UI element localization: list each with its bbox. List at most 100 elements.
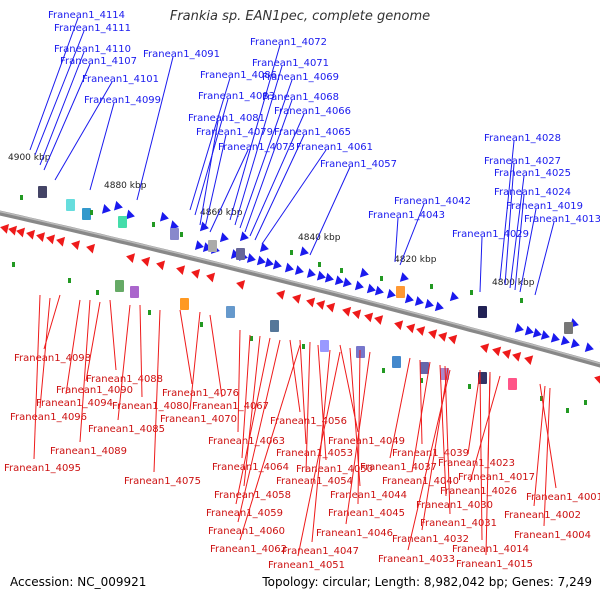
reverse-gene-arrow [0,223,10,234]
gene-label: Franean1_4096 [10,412,87,423]
reverse-gene-arrow [502,349,512,359]
gene-label: Franean1_4114 [48,10,125,21]
tick-mark [340,268,343,273]
gene-label: Franean1_4019 [506,201,583,212]
forward-gene-arrow [434,301,444,312]
reverse-gene-arrow [326,302,336,313]
tick-mark [468,384,471,389]
gene-leader-line [229,44,281,221]
forward-gene-arrow [264,257,274,268]
forward-gene-arrow [570,338,580,349]
gene-leader-line [399,203,425,266]
feature-block [115,280,124,292]
reverse-gene-arrow [364,312,374,323]
reverse-gene-arrow [428,329,438,340]
gene-leader-line [289,339,301,413]
reverse-gene-arrow [438,332,448,342]
reverse-gene-arrow [406,323,416,334]
gene-leader-line [299,339,307,445]
feature-block [270,320,279,332]
map-title: Frankia sp. EAN1pec, complete genome [169,9,431,24]
gene-label: Franean1_4030 [416,500,493,511]
gene-leader-line [509,175,525,289]
gene-leader-line [504,163,515,286]
tick-mark [318,262,321,267]
gene-label: Franean1_4067 [192,401,269,412]
gene-label: Franean1_4094 [36,398,113,409]
forward-gene-arrow [125,209,135,220]
feature-block [396,286,405,298]
gene-label: Franean1_4037 [360,462,437,473]
tick-mark [68,278,71,283]
forward-gene-arrow [374,285,384,296]
forward-gene-arrow [354,280,364,291]
tick-mark [520,298,523,303]
gene-label: Franean1_4045 [328,508,405,519]
forward-gene-arrow [386,288,396,299]
gene-label: Franean1_4057 [320,159,397,170]
reverse-gene-arrow [292,294,302,304]
forward-gene-arrow [584,342,594,352]
gene-leader-line [419,359,423,445]
reverse-gene-arrow [191,268,201,279]
gene-leader-line [153,309,161,473]
gene-label: Franean1_4053 [276,448,353,459]
reverse-gene-arrow [46,234,56,245]
gene-leader-line [479,236,483,293]
feature-block [170,228,179,240]
tick-mark [250,336,253,341]
gene-leader-line [89,102,115,191]
gene-leader-line [389,357,411,459]
tick-mark [430,284,433,289]
gene-leader-line [199,120,219,226]
gene-leader-line [65,299,81,395]
reverse-gene-arrow [512,352,522,362]
gene-leader-line [394,217,399,263]
reverse-gene-arrow [448,334,458,345]
gene-leader-line [43,63,91,171]
gene-leader-line [235,337,271,505]
gene-label: Franean1_4083 [198,91,275,102]
feature-block [478,306,487,318]
feature-block [392,356,401,368]
forward-gene-arrow [239,231,249,242]
reverse-gene-arrow [306,297,316,308]
reverse-gene-arrow [342,306,352,317]
tick-mark [566,408,569,413]
gene-label: Franean1_4070 [160,414,237,425]
gene-leader-line [317,344,327,461]
gene-label: Franean1_4072 [250,37,327,48]
gene-leader-line [514,194,525,291]
gene-label: Franean1_4027 [484,156,561,167]
gene-label: Franean1_4068 [262,92,339,103]
gene-label: Franean1_4061 [296,142,373,153]
reverse-gene-arrow [56,236,66,247]
reverse-gene-arrow [86,243,96,254]
gene-label: Franean1_4032 [392,534,469,545]
tick-mark [12,262,15,267]
feature-block [564,322,573,334]
gene-label: Franean1_4044 [330,490,407,501]
gene-leader-line [444,365,451,515]
tick-mark [20,195,23,200]
reverse-gene-arrow [8,225,18,236]
reverse-gene-arrow [352,309,362,320]
gene-leader-line [39,297,51,409]
gene-label: Franean1_4081 [188,113,265,124]
gene-label: Franean1_4013 [524,214,600,225]
reverse-gene-arrow [394,320,404,331]
reverse-gene-arrow [594,374,600,385]
gene-label: Franean1_4047 [282,546,359,557]
gene-label: Franean1_4091 [143,49,220,60]
reverse-gene-arrow [156,260,166,271]
gene-label: Franean1_4098 [14,353,91,364]
gene-leader-line [209,314,223,398]
tick-mark [152,222,155,227]
forward-gene-arrow [159,211,169,222]
kbp-tick-label: 4880 kbp [104,181,147,191]
forward-gene-arrow [219,232,229,243]
forward-gene-arrow [113,200,123,211]
forward-gene-arrow [259,242,269,253]
forward-gene-arrow [514,323,524,333]
